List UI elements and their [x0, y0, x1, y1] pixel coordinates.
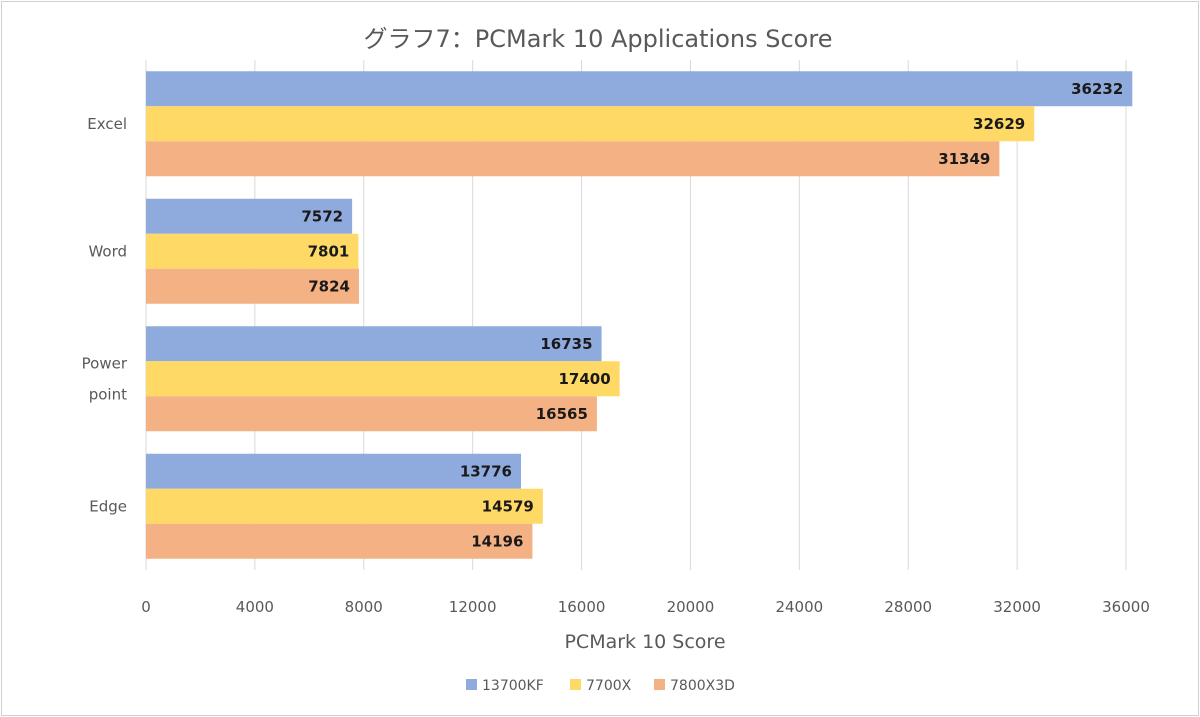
- legend-swatch-7700x: [570, 679, 581, 690]
- data-label: 7801: [308, 242, 350, 260]
- bar-7700x: [146, 361, 620, 397]
- category-label-excel: Excel: [87, 115, 127, 133]
- x-tick-label: 4000: [236, 598, 274, 616]
- legend: 13700KF 7700X 7800X3D: [466, 678, 735, 694]
- bar-7700x: [146, 106, 1035, 142]
- data-label: 17400: [558, 370, 610, 388]
- data-label: 16735: [540, 335, 592, 353]
- x-tick-label: 28000: [884, 598, 932, 616]
- bar-7800x3d: [146, 523, 533, 559]
- data-label: 14579: [482, 497, 534, 515]
- category-label-word: Word: [88, 242, 127, 260]
- data-label: 7572: [301, 207, 343, 225]
- bar-7800x3d: [146, 396, 597, 432]
- data-label: 14196: [471, 532, 523, 550]
- x-axis-title: PCMark 10 Score: [564, 631, 725, 653]
- x-tick-label: 24000: [775, 598, 823, 616]
- category-labels: Excel Word Power point Edge: [82, 115, 128, 516]
- chart-title: グラフ7：PCMark 10 Applications Score: [364, 25, 833, 53]
- x-tick-label: 16000: [558, 598, 606, 616]
- category-label-edge: Edge: [89, 497, 127, 515]
- legend-label-7700x: 7700X: [586, 678, 632, 694]
- category-label-powerpoint: Power: [82, 354, 128, 372]
- data-label: 16565: [536, 405, 588, 423]
- bar-series: 36232 32629 31349 7572 7801 7824 16735 17400 165…: [146, 71, 1133, 559]
- bar-7800x3d: [146, 141, 1000, 177]
- legend-swatch-7800x3d: [654, 679, 665, 690]
- bar-7700x: [146, 488, 543, 524]
- bar-13700kf: [146, 71, 1133, 107]
- legend-label-7800x3d: 7800X3D: [670, 678, 735, 694]
- category-label-powerpoint: point: [89, 385, 127, 403]
- bar-7800x3d: [146, 268, 359, 304]
- x-tick-label: 8000: [345, 598, 383, 616]
- data-label: 32629: [973, 115, 1025, 133]
- bar-13700kf: [146, 326, 602, 362]
- x-tick-label: 0: [141, 598, 151, 616]
- bar-13700kf: [146, 198, 353, 234]
- x-tick-labels: 0 4000 8000 12000 16000 20000 24000 28000 32000 3…: [141, 598, 1150, 616]
- data-label: 36232: [1071, 80, 1123, 98]
- data-label: 31349: [938, 150, 990, 168]
- x-tick-label: 12000: [449, 598, 497, 616]
- bar-7700x: [146, 233, 359, 269]
- data-label: 13776: [460, 462, 512, 480]
- x-tick-label: 20000: [667, 598, 715, 616]
- x-tick-label: 36000: [1102, 598, 1150, 616]
- legend-swatch-13700kf: [466, 679, 477, 690]
- data-label: 7824: [308, 277, 350, 295]
- legend-label-13700kf: 13700KF: [482, 678, 544, 694]
- bar-13700kf: [146, 453, 522, 489]
- x-tick-label: 32000: [993, 598, 1041, 616]
